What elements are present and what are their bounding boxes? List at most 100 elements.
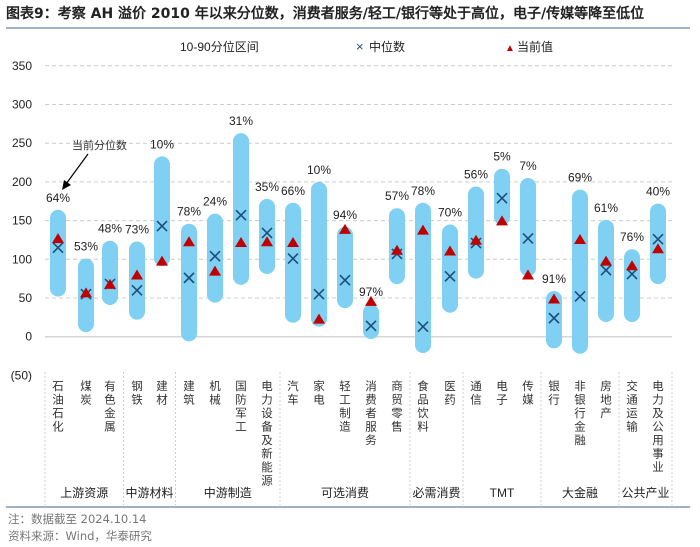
percentile-label: 64%: [46, 191, 70, 205]
y-tick-label: 0: [25, 330, 32, 344]
category-char: 房: [600, 380, 612, 393]
percentile-label: 69%: [568, 171, 592, 185]
category-char: 色: [104, 393, 116, 407]
percentile-label: 66%: [281, 184, 305, 198]
category-char: 信: [470, 394, 482, 407]
current-marker: [600, 255, 612, 266]
category-char: 媒: [522, 394, 534, 407]
category-label: 银行: [548, 379, 560, 407]
median-marker: [496, 192, 508, 204]
category-char: 传: [522, 379, 534, 393]
category-char: 通: [470, 380, 482, 393]
category-char: 医: [444, 381, 456, 393]
current-marker: [131, 269, 143, 280]
category-char: 零: [391, 407, 403, 420]
category-char: 售: [391, 420, 403, 434]
current-marker: [313, 313, 325, 324]
y-tick-label: 300: [12, 98, 32, 112]
category-label: 有色金属: [104, 379, 116, 434]
median-marker: [365, 320, 377, 332]
range-chart: 10-90分位区间 × 中位数 ▲ 当前值 (50) 0 50 100 150 200 25…: [11, 39, 673, 505]
category-char: 筑: [183, 393, 195, 407]
median-marker: [417, 321, 429, 333]
category-label: 食品饮料: [417, 379, 429, 434]
current-marker: [652, 243, 664, 254]
median-marker: [313, 288, 325, 300]
category-char: 军: [235, 407, 247, 420]
median-marker: [235, 209, 247, 221]
category-char: 产: [600, 406, 612, 420]
category-char: 有: [104, 379, 116, 393]
y-tick-label: 200: [12, 175, 32, 189]
category-label: 石油石化: [52, 381, 64, 434]
percentile-label: 76%: [620, 230, 644, 244]
range-bar: [520, 178, 536, 277]
category-char: 用: [652, 435, 664, 447]
category-char: 电: [652, 380, 664, 393]
category-char: 设: [261, 407, 273, 420]
category-label: 传媒: [522, 379, 534, 407]
current-marker: [496, 215, 508, 226]
range-bar: [102, 240, 118, 305]
percentile-label: 24%: [203, 195, 227, 209]
current-marker: [417, 224, 429, 235]
legend-median: 中位数: [369, 39, 405, 54]
category-char: 地: [600, 394, 612, 407]
current-marker: [548, 293, 560, 304]
category-char: 融: [574, 434, 586, 447]
range-bar: [337, 226, 353, 309]
percentile-label: 57%: [385, 189, 409, 203]
category-char: 化: [52, 420, 64, 434]
current-marker: [156, 255, 168, 266]
legend: 10-90分位区间 × 中位数 ▲ 当前值: [180, 39, 553, 54]
category-char: 炭: [80, 394, 92, 407]
category-char: 力: [261, 394, 273, 407]
range-bar: [572, 189, 588, 354]
percentile-label: 97%: [359, 285, 383, 299]
current-marker: [626, 260, 638, 271]
current-marker: [444, 245, 456, 256]
current-marker: [574, 233, 586, 244]
title-divider: [6, 27, 690, 29]
range-bar: [624, 249, 640, 322]
category-char: 新: [261, 447, 273, 461]
annotation-label: 当前分位数: [72, 138, 127, 152]
category-label: 煤炭: [80, 380, 92, 407]
category-char: 制: [339, 407, 351, 420]
category-label: 通信: [470, 380, 482, 407]
category-label: 房地产: [600, 380, 612, 420]
percentile-label: 70%: [438, 205, 462, 219]
y-tick-label: 100: [12, 252, 32, 266]
category-char: 饮: [417, 407, 429, 420]
current-marker: [522, 269, 534, 280]
category-label: 电力及公用事业: [652, 380, 664, 474]
category-char: 及: [652, 408, 664, 420]
category-label: 建筑: [183, 379, 195, 407]
percentile-label: 10%: [307, 163, 331, 177]
category-char: 石: [52, 381, 64, 393]
percentile-label: 78%: [411, 184, 435, 198]
percentile-label: 91%: [542, 272, 566, 286]
y-tick-label: 350: [12, 59, 32, 73]
source: 资料来源：Wind，华泰研究: [8, 529, 152, 543]
percentile-label: 53%: [74, 240, 98, 254]
category-char: 石: [52, 408, 64, 420]
group-label: 中游材料: [125, 485, 173, 500]
category-char: 务: [365, 433, 377, 447]
range-bar: [468, 186, 484, 279]
range-bar: [415, 202, 431, 353]
category-label: 交通运输: [626, 379, 638, 434]
category-char: 能: [261, 460, 273, 474]
group-label: 公共产业: [621, 486, 669, 500]
category-char: 子: [496, 394, 508, 407]
group-label: 必需消费: [412, 486, 460, 500]
legend-current: 当前值: [517, 39, 553, 54]
percentile-label: 56%: [464, 168, 488, 182]
percentile-label: 78%: [177, 205, 201, 219]
category-label: 电子: [496, 380, 508, 407]
category-label: 医药: [444, 381, 456, 407]
category-char: 车: [287, 393, 299, 407]
category-char: 造: [339, 420, 351, 434]
category-char: 贸: [391, 394, 403, 407]
